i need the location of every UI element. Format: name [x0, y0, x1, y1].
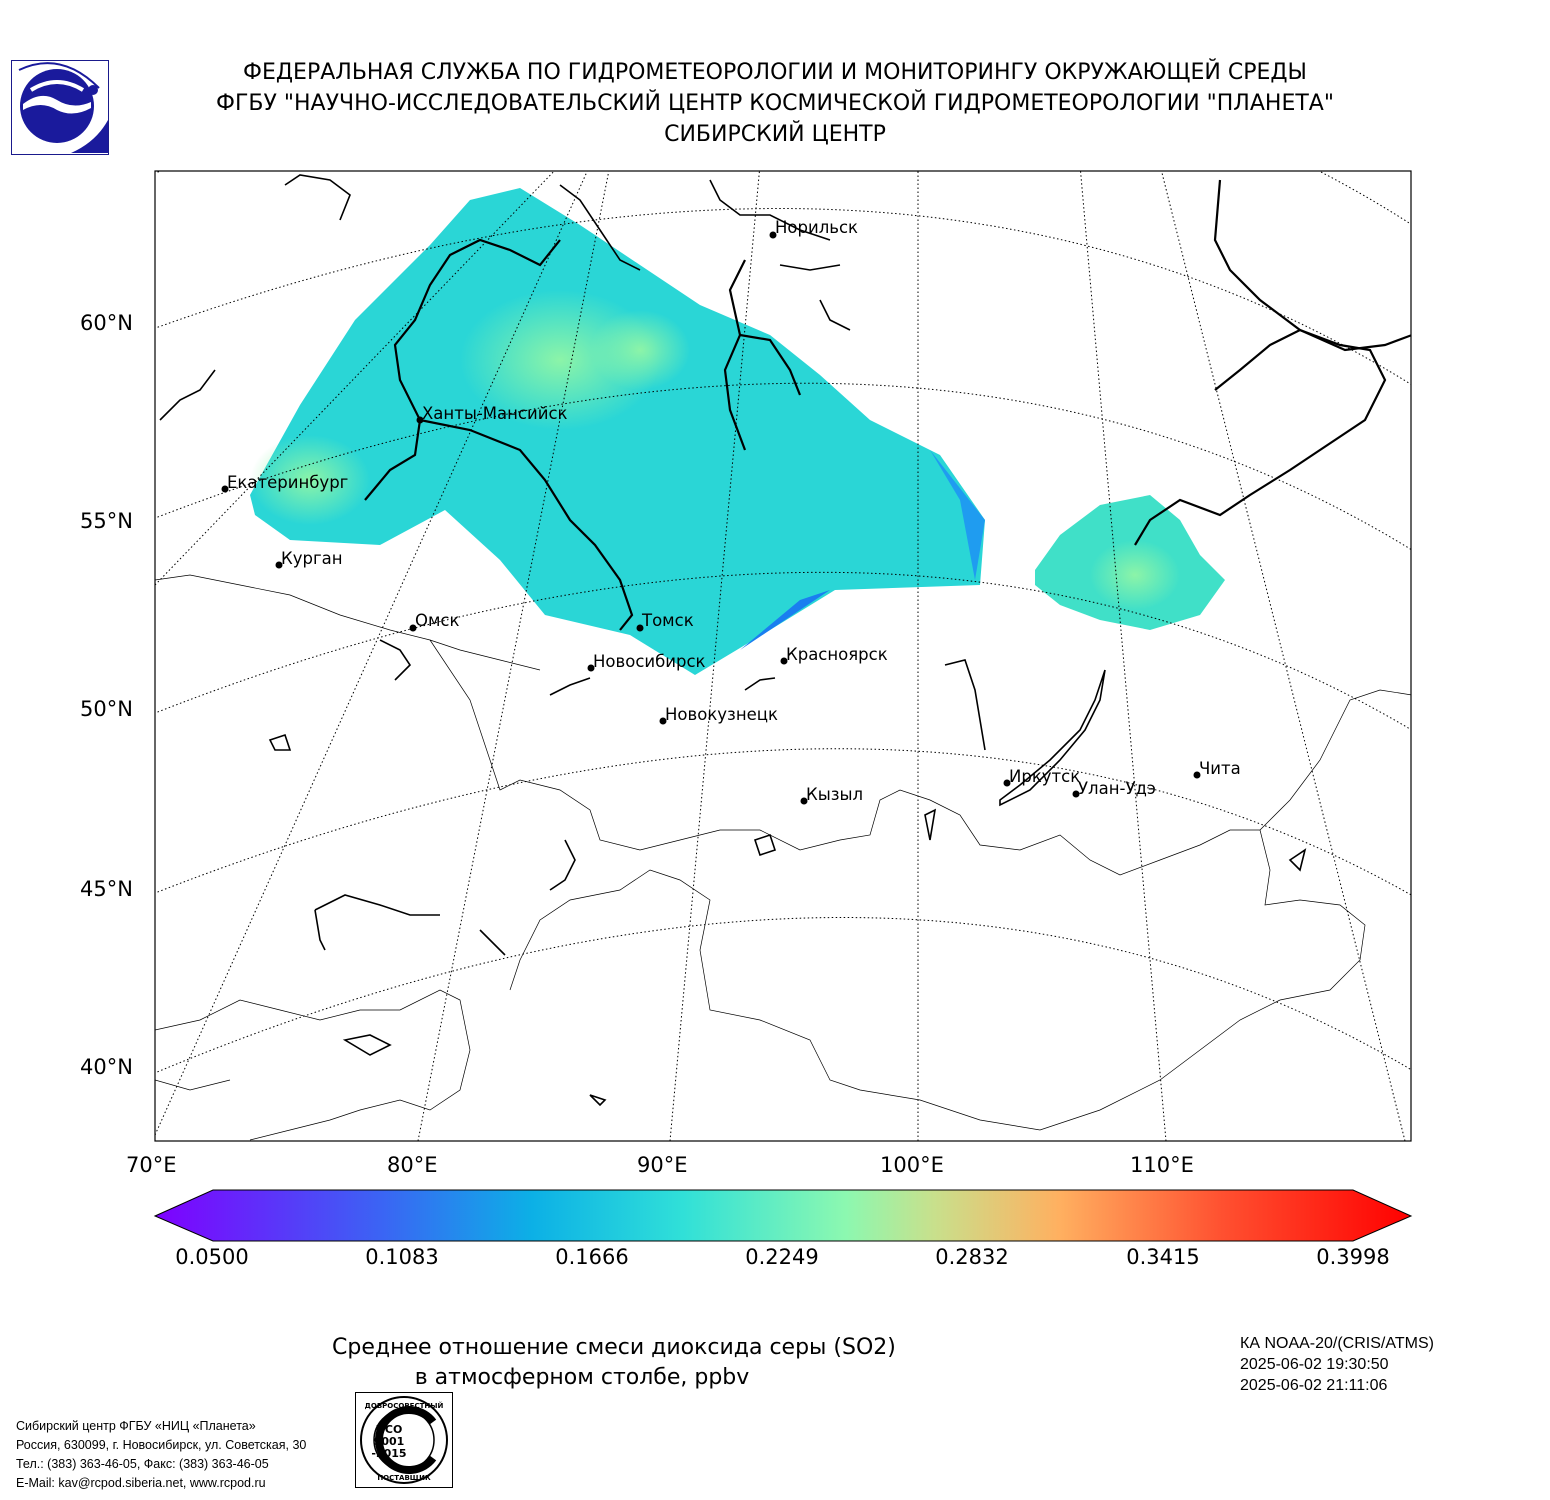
map-caption: Среднее отношение смеси диоксида серы (S… [332, 1333, 896, 1393]
satellite-name: КА NOAA-20/(CRIS/ATMS) [1240, 1335, 1434, 1352]
so2-field-main [250, 188, 985, 675]
city-label-irkutsk: Иркутск [1009, 767, 1081, 786]
lon-label-100: 100°E [880, 1153, 944, 1177]
svg-text:9001: 9001 [374, 1435, 405, 1448]
footer-line-2: Россия, 630099, г. Новосибирск, ул. Сове… [16, 1438, 307, 1452]
coastlines [159, 174, 1307, 1107]
colorbar-tick-label: 0.2249 [745, 1245, 819, 1269]
svg-text:ИСО: ИСО [376, 1423, 403, 1436]
footer-line-4: E-Mail: kav@rcpod.siberia.net, www.rcpod… [16, 1476, 266, 1490]
planeta-logo-icon [11, 60, 109, 155]
caption-line-2: в атмосферном столбе, ppbv [414, 1365, 750, 1390]
latitude-lines [155, 171, 1411, 1074]
borders [155, 574, 1411, 1141]
lat-label-55: 55°N [80, 509, 133, 533]
city-label-khanty-mansiysk: Ханты-Мансийск [422, 404, 568, 423]
iso-badge-icon: ДОБРОСОВЕСТНЫЙ ИСО 9001 -2015 ПОСТАВЩИК [355, 1392, 453, 1488]
lon-label-70: 70°E [126, 1153, 177, 1177]
lat-label-45: 45°N [80, 877, 133, 901]
lon-label-110: 110°E [1130, 1153, 1194, 1177]
caption-line-1: Среднее отношение смеси диоксида серы (S… [332, 1335, 896, 1360]
city-label-omsk: Омск [415, 611, 460, 630]
header-line-3: СИБИРСКИЙ ЦЕНТР [664, 122, 886, 147]
satellite-start-time: 2025-06-02 19:30:50 [1240, 1356, 1389, 1373]
footer-line-1: Сибирский центр ФГБУ «НИЦ «Планета» [16, 1419, 256, 1433]
city-label-ekaterinburg: Екатеринбург [227, 473, 349, 492]
city-label-tomsk: Томск [642, 611, 694, 630]
colorbar-tick-label: 0.1083 [365, 1245, 439, 1269]
lat-label-60: 60°N [80, 311, 133, 335]
colorbar-tick-label: 0.1666 [555, 1245, 629, 1269]
city-label-novosibirsk: Новосибирск [593, 652, 706, 671]
lon-label-90: 90°E [637, 1153, 688, 1177]
header-line-1: ФЕДЕРАЛЬНАЯ СЛУЖБА ПО ГИДРОМЕТЕОРОЛОГИИ … [243, 60, 1307, 85]
city-label-ulan-ude: Улан-Удэ [1078, 779, 1156, 798]
city-label-kyzyl: Кызыл [806, 785, 864, 804]
map-frame [154, 170, 1412, 1142]
city-label-krasnoyarsk: Красноярск [786, 645, 888, 664]
colorbar-tick-label: 0.3998 [1316, 1245, 1390, 1269]
city-label-kurgan: Курган [281, 549, 343, 568]
header-line-2: ФГБУ "НАУЧНО-ИССЛЕДОВАТЕЛЬСКИЙ ЦЕНТР КОС… [216, 91, 1334, 116]
svg-text:-2015: -2015 [371, 1447, 406, 1460]
lon-label-80: 80°E [387, 1153, 438, 1177]
colorbar-tick-label: 0.3415 [1126, 1245, 1200, 1269]
header-title: ФЕДЕРАЛЬНАЯ СЛУЖБА ПО ГИДРОМЕТЕОРОЛОГИИ … [0, 57, 1550, 150]
satellite-info: КА NOAA-20/(CRIS/ATMS) 2025-06-02 19:30:… [1240, 1333, 1434, 1396]
city-markers [221, 231, 1201, 805]
colorbar-tick-label: 0.0500 [175, 1245, 249, 1269]
longitude-lines [155, 171, 1406, 1141]
lat-label-40: 40°N [80, 1055, 133, 1079]
svg-text:ПОСТАВЩИК: ПОСТАВЩИК [377, 1474, 431, 1482]
footer-contacts: Сибирский центр ФГБУ «НИЦ «Планета» Росс… [16, 1417, 306, 1493]
city-label-norilsk: Норильск [775, 218, 859, 237]
colorbar [153, 1189, 1413, 1242]
footer-line-3: Тел.: (383) 363-46-05, Факс: (383) 363-4… [16, 1457, 269, 1471]
city-label-novokuznetsk: Новокузнецк [665, 705, 778, 724]
rivers [364, 179, 1411, 631]
satellite-end-time: 2025-06-02 21:11:06 [1240, 1377, 1388, 1394]
city-label-chita: Чита [1199, 759, 1241, 778]
colorbar-tick-label: 0.2832 [935, 1245, 1009, 1269]
svg-text:ДОБРОСОВЕСТНЫЙ: ДОБРОСОВЕСТНЫЙ [365, 1401, 444, 1410]
lat-label-50: 50°N [80, 697, 133, 721]
